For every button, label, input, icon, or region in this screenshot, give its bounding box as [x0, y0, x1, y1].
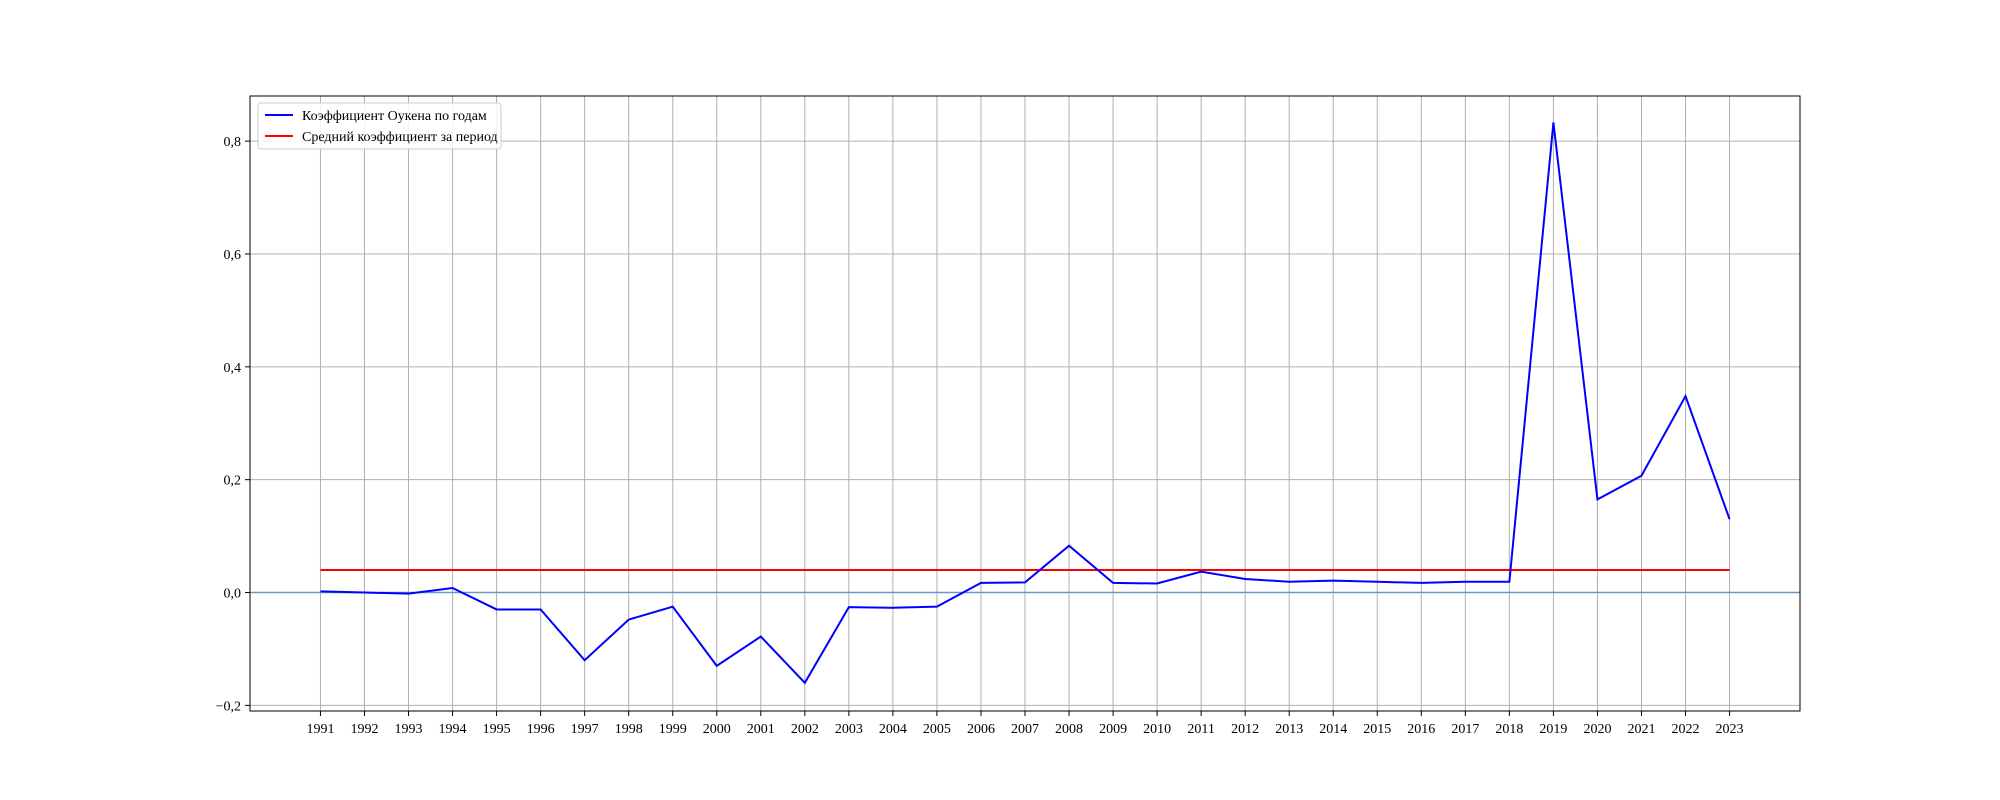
y-tick-label-5: 0,8	[224, 135, 242, 150]
legend-label-1: Средний коэффициент за период	[302, 130, 498, 145]
x-tick-label-1999: 1999	[659, 722, 687, 737]
x-tick-label-1994: 1994	[439, 722, 467, 737]
x-tick-label-2007: 2007	[1011, 722, 1039, 737]
y-tick-label-3: 0,4	[224, 361, 242, 376]
x-tick-label-2015: 2015	[1363, 722, 1391, 737]
x-tick-label-2013: 2013	[1275, 722, 1303, 737]
x-tick-label-2022: 2022	[1672, 722, 1700, 737]
x-tick-label-2018: 2018	[1495, 722, 1523, 737]
x-tick-label-2006: 2006	[967, 722, 995, 737]
y-tick-label-1: 0,0	[224, 587, 242, 602]
x-tick-label-2009: 2009	[1099, 722, 1127, 737]
x-tick-label-1997: 1997	[571, 722, 599, 737]
y-tick-label-2: 0,2	[224, 474, 242, 489]
x-tick-label-2011: 2011	[1187, 722, 1214, 737]
x-tick-label-2021: 2021	[1627, 722, 1655, 737]
x-tick-label-1991: 1991	[306, 722, 334, 737]
x-tick-label-1995: 1995	[483, 722, 511, 737]
x-tick-label-2012: 2012	[1231, 722, 1259, 737]
y-tick-label-4: 0,6	[224, 248, 242, 263]
series-layer	[250, 122, 1800, 685]
legend-box	[257, 102, 502, 150]
x-tick-label-2019: 2019	[1539, 722, 1567, 737]
x-tick-label-1996: 1996	[527, 722, 555, 737]
x-tick-label-2014: 2014	[1319, 722, 1347, 737]
x-tick-label-2005: 2005	[923, 722, 951, 737]
y-tick-label-0: −0,2	[216, 699, 241, 714]
x-tick-label-2001: 2001	[747, 722, 775, 737]
legend-label-0: Коэффициент Оукена по годам	[302, 109, 487, 124]
x-tick-label-2004: 2004	[879, 722, 907, 737]
ticks-layer: 1991 1992 1993 1994 1995 1996 1997 1998 1999 2000…	[216, 135, 1744, 737]
x-tick-label-2008: 2008	[1055, 722, 1083, 737]
grid-layer	[250, 96, 1800, 711]
legend: Коэффициент Оукена по годам Средний коэфф…	[257, 102, 502, 150]
x-tick-label-2017: 2017	[1451, 722, 1479, 737]
x-tick-label-1998: 1998	[615, 722, 643, 737]
x-tick-label-2010: 2010	[1143, 722, 1171, 737]
x-tick-label-2023: 2023	[1716, 722, 1744, 737]
x-tick-label-2000: 2000	[703, 722, 731, 737]
x-tick-label-2003: 2003	[835, 722, 863, 737]
x-tick-label-1992: 1992	[350, 722, 378, 737]
x-tick-label-1993: 1993	[395, 722, 423, 737]
series-line-0	[320, 122, 1731, 685]
x-tick-label-2020: 2020	[1583, 722, 1611, 737]
x-tick-label-2016: 2016	[1407, 722, 1435, 737]
x-tick-label-2002: 2002	[791, 722, 819, 737]
